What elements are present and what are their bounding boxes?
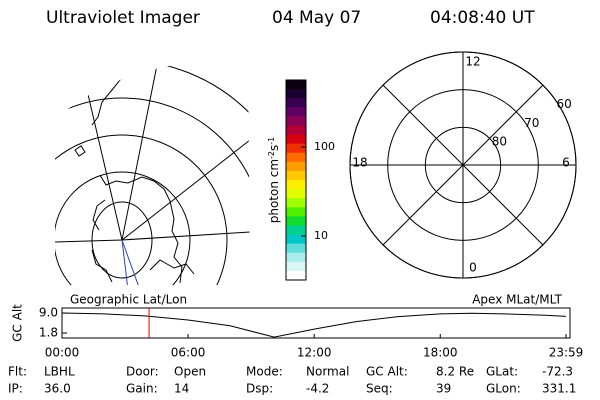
x-tick-label: 12:00 bbox=[297, 346, 332, 360]
lat-circle bbox=[349, 51, 577, 279]
colorbar-label-part: -2 bbox=[267, 151, 276, 159]
field-label: Flt: bbox=[8, 365, 27, 379]
field-value: LBHL bbox=[44, 365, 75, 379]
field-value: -72.3 bbox=[542, 365, 573, 379]
polar-spoke bbox=[382, 84, 464, 166]
field-label: GLat: bbox=[486, 365, 518, 379]
color-cell bbox=[286, 116, 306, 126]
time: 04:08:40 UT bbox=[430, 8, 535, 28]
color-cell bbox=[286, 270, 306, 281]
color-cell bbox=[286, 261, 306, 272]
colorbar-label: photon cm-2s-1 bbox=[267, 137, 281, 224]
lat-label: 80 bbox=[492, 135, 507, 149]
y-tick-label: 1.8 bbox=[39, 326, 58, 340]
lat-circle bbox=[424, 126, 502, 204]
field-label: GLon: bbox=[486, 382, 521, 396]
polar-spoke bbox=[462, 164, 544, 246]
field-value: -4.2 bbox=[306, 382, 329, 396]
color-cell bbox=[286, 134, 306, 145]
field-value: 331.1 bbox=[542, 382, 576, 396]
x-tick-label: 23:59 bbox=[549, 346, 584, 360]
field-label: Mode: bbox=[246, 365, 283, 379]
x-tick-label: 18:00 bbox=[423, 346, 458, 360]
field-value: 36.0 bbox=[44, 382, 71, 396]
colorbar-tick-label: 100 bbox=[314, 140, 335, 153]
field-label: Door: bbox=[126, 365, 159, 379]
colorbar-label-part: photon cm bbox=[267, 159, 281, 223]
color-cell bbox=[286, 107, 306, 117]
field-value: 8.2 Re bbox=[436, 365, 474, 379]
color-cell bbox=[286, 180, 306, 190]
color-cell bbox=[286, 161, 306, 172]
field-label: IP: bbox=[8, 382, 23, 396]
color-cell bbox=[286, 243, 306, 254]
field-value: 14 bbox=[174, 382, 189, 396]
color-cell bbox=[286, 225, 306, 236]
field-value: Open bbox=[174, 365, 206, 379]
altitude-line bbox=[61, 312, 567, 338]
polar-spoke bbox=[462, 84, 544, 166]
lat-label: 70 bbox=[524, 116, 539, 130]
plot-frame bbox=[61, 307, 571, 339]
color-cell bbox=[286, 152, 306, 163]
polar-spoke bbox=[382, 164, 464, 246]
field-label: GC Alt: bbox=[366, 365, 408, 379]
color-cell bbox=[286, 170, 306, 181]
left-label: Geographic Lat/Lon bbox=[70, 293, 187, 307]
colorbar-label-part: -1 bbox=[267, 137, 276, 145]
field-label: Seq: bbox=[366, 382, 393, 396]
y-axis-label: GC Alt bbox=[11, 304, 25, 342]
right-label: Apex MLat/MLT bbox=[472, 293, 562, 307]
mlt-label: 12 bbox=[465, 55, 480, 69]
mlt-label: 18 bbox=[352, 156, 367, 170]
lat-circle bbox=[387, 89, 539, 241]
title: Ultraviolet Imager bbox=[46, 8, 200, 28]
colorbar: 10 100 bbox=[285, 79, 335, 281]
date: 04 May 07 bbox=[272, 8, 361, 28]
mlt-label: 6 bbox=[562, 156, 570, 170]
field-value: Normal bbox=[306, 365, 349, 379]
colorbar-label-part: s bbox=[267, 145, 281, 151]
color-cell bbox=[286, 207, 306, 217]
colorbar-tick-label: 10 bbox=[314, 229, 328, 242]
lat-label: 60 bbox=[557, 97, 572, 111]
color-cell bbox=[286, 252, 306, 263]
status-footer: Flt: LBHL Door: Open Mode: Normal GC Alt: 8.2 R… bbox=[8, 365, 576, 396]
x-tick-label: 06:00 bbox=[171, 346, 206, 360]
color-cell bbox=[286, 234, 306, 245]
timeline-chart: Geographic Lat/Lon Apex MLat/MLT GC Alt 9.0… bbox=[11, 293, 584, 360]
field-label: Gain: bbox=[126, 382, 158, 396]
field-label: Dsp: bbox=[246, 382, 273, 396]
color-cell bbox=[286, 216, 306, 226]
field-value: 39 bbox=[436, 382, 451, 396]
x-tick-label: 00:00 bbox=[45, 346, 80, 360]
color-cell bbox=[286, 143, 306, 154]
color-cell bbox=[286, 198, 306, 208]
color-cell bbox=[286, 89, 306, 99]
mlt-label: 0 bbox=[469, 261, 477, 275]
colorbar-frame bbox=[285, 79, 307, 281]
y-tick-label: 9.0 bbox=[39, 306, 58, 320]
color-cell bbox=[286, 125, 306, 136]
color-cell bbox=[286, 80, 306, 90]
color-cell bbox=[286, 98, 306, 108]
color-cell bbox=[286, 189, 306, 199]
